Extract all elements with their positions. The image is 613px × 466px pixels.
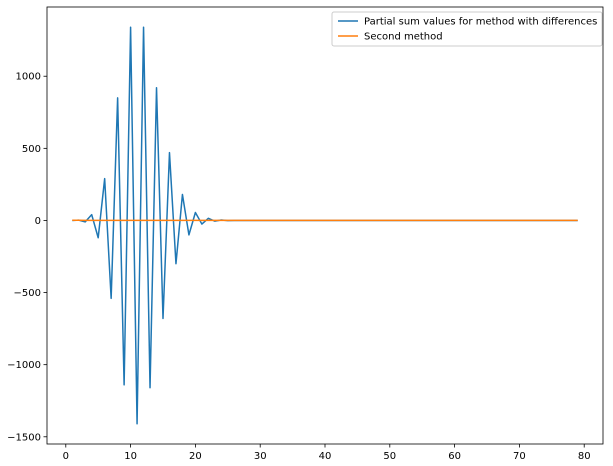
x-tick-label: 80 [578,451,591,462]
x-tick-label: 30 [254,451,267,462]
x-tick-label: 40 [319,451,332,462]
legend-label-series-1: Partial sum values for method with diffe… [364,17,597,28]
x-tick-label: 60 [448,451,461,462]
y-tick-label: 1000 [16,72,41,83]
axes-frame [46,6,604,445]
x-tick-label: 0 [63,451,69,462]
y-tick-label: 0 [35,216,41,227]
y-axis: −1500 −1000 −500 0 500 1000 [7,72,47,443]
y-tick-label: 500 [22,144,41,155]
plot-area [72,26,578,425]
y-tick-label: −500 [14,288,41,299]
x-tick-label: 20 [189,451,202,462]
legend-box [331,11,603,47]
x-tick-label: 10 [124,451,137,462]
legend-label-series-2: Second method [364,32,443,43]
y-tick-label: −1000 [7,360,41,371]
y-tick-label: −1500 [7,432,41,443]
x-tick-label: 50 [383,451,396,462]
legend: Partial sum values for method with diffe… [331,11,603,47]
x-tick-label: 70 [513,451,526,462]
x-axis: 0 10 20 30 40 50 60 70 80 [63,444,591,462]
